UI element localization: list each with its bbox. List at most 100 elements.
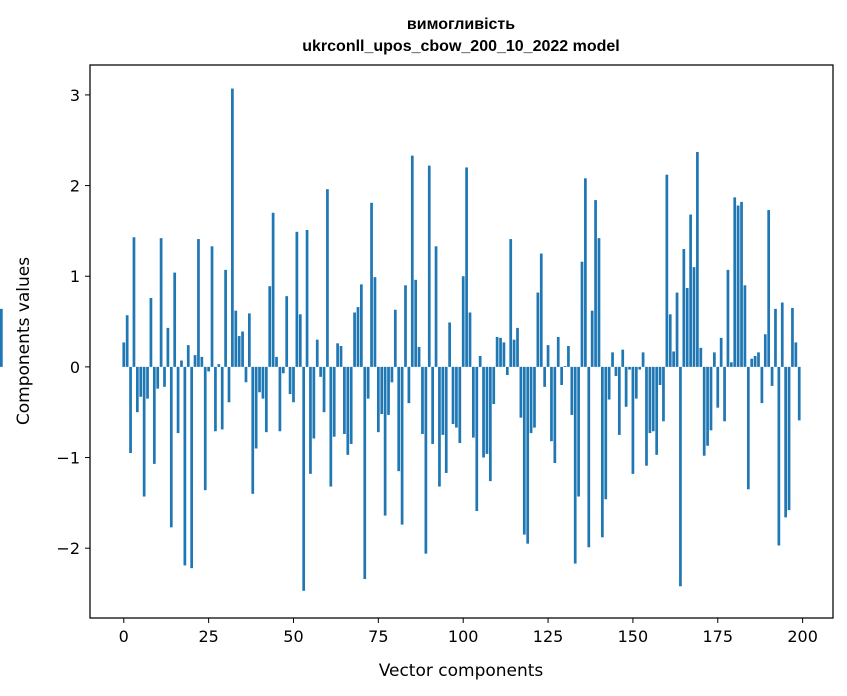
- bar: [309, 366, 312, 474]
- bar: [315, 339, 319, 367]
- bar: [628, 366, 631, 370]
- bar: [675, 292, 679, 367]
- bar: [295, 231, 299, 367]
- bar: [455, 366, 458, 428]
- bar: [485, 366, 489, 454]
- bar: [488, 366, 492, 482]
- bar: [645, 366, 648, 466]
- bar: [689, 214, 692, 367]
- bar: [658, 366, 662, 386]
- bar: [129, 366, 132, 453]
- bar: [553, 366, 557, 463]
- bar: [577, 366, 580, 497]
- bar: [407, 366, 411, 404]
- bar: [451, 366, 455, 424]
- x-tick-label: 125: [533, 627, 564, 646]
- bar: [234, 310, 238, 367]
- bar: [400, 366, 404, 525]
- bar: [356, 307, 360, 367]
- bar: [200, 356, 204, 367]
- bar: [281, 366, 285, 374]
- bar: [475, 366, 479, 512]
- bar-series: [0, 88, 801, 591]
- bar: [716, 366, 720, 408]
- bar: [682, 249, 686, 367]
- y-axis-label: Components values: [14, 257, 34, 425]
- bar: [505, 366, 509, 376]
- bar: [237, 336, 241, 367]
- bar: [241, 331, 244, 367]
- bar: [550, 366, 553, 442]
- bar: [584, 178, 587, 367]
- bar: [539, 253, 543, 367]
- bar: [509, 239, 513, 367]
- bar: [251, 366, 255, 494]
- bar: [227, 366, 231, 403]
- bar: [556, 336, 560, 367]
- bar: [438, 366, 441, 487]
- bar: [366, 366, 370, 399]
- bar: [217, 364, 221, 367]
- bar: [740, 201, 743, 367]
- bar: [733, 197, 737, 367]
- bar: [499, 337, 502, 367]
- bar: [560, 366, 563, 386]
- bar: [662, 366, 665, 422]
- bar: [169, 366, 173, 528]
- bar: [444, 366, 448, 473]
- bar: [207, 366, 210, 372]
- bar: [723, 366, 726, 422]
- bar: [465, 167, 468, 367]
- bar: [597, 238, 601, 367]
- bar: [193, 355, 197, 367]
- bar: [461, 276, 465, 367]
- y-tick-label: 2: [70, 177, 80, 196]
- bar: [231, 88, 234, 367]
- bar: [163, 366, 166, 387]
- x-tick-label: 200: [787, 627, 818, 646]
- bar: [665, 174, 669, 367]
- bar: [757, 352, 760, 367]
- y-tick-label: −2: [56, 539, 80, 558]
- bar: [784, 366, 788, 518]
- bar: [312, 366, 316, 439]
- bar: [533, 366, 536, 428]
- bar: [210, 246, 214, 367]
- bar: [774, 308, 777, 367]
- bar: [495, 336, 499, 367]
- bar: [709, 366, 713, 431]
- bar: [458, 366, 462, 444]
- bar: [570, 366, 574, 415]
- bar: [614, 366, 618, 376]
- bar: [339, 346, 343, 367]
- bar: [159, 238, 163, 367]
- bar: [183, 366, 187, 566]
- bar: [611, 352, 614, 367]
- bar: [543, 366, 547, 387]
- bar: [431, 366, 435, 444]
- bar: [750, 358, 754, 367]
- plot-area-frame: [89, 64, 834, 619]
- bar: [641, 352, 645, 367]
- bar: [567, 346, 570, 367]
- bar: [254, 366, 258, 449]
- bar: [224, 269, 227, 367]
- bar: [302, 366, 306, 591]
- bar: [726, 269, 730, 367]
- bar: [780, 302, 784, 367]
- bar: [434, 246, 438, 367]
- bar: [190, 366, 194, 569]
- bar: [482, 366, 485, 458]
- bar: [655, 366, 659, 455]
- bar: [777, 366, 781, 546]
- bar: [349, 366, 353, 444]
- x-tick-label: 75: [368, 627, 388, 646]
- bar: [326, 189, 329, 367]
- bar: [278, 366, 282, 432]
- x-tick-label: 100: [448, 627, 479, 646]
- bar: [492, 366, 496, 405]
- bar: [604, 366, 608, 500]
- bar: [220, 366, 224, 430]
